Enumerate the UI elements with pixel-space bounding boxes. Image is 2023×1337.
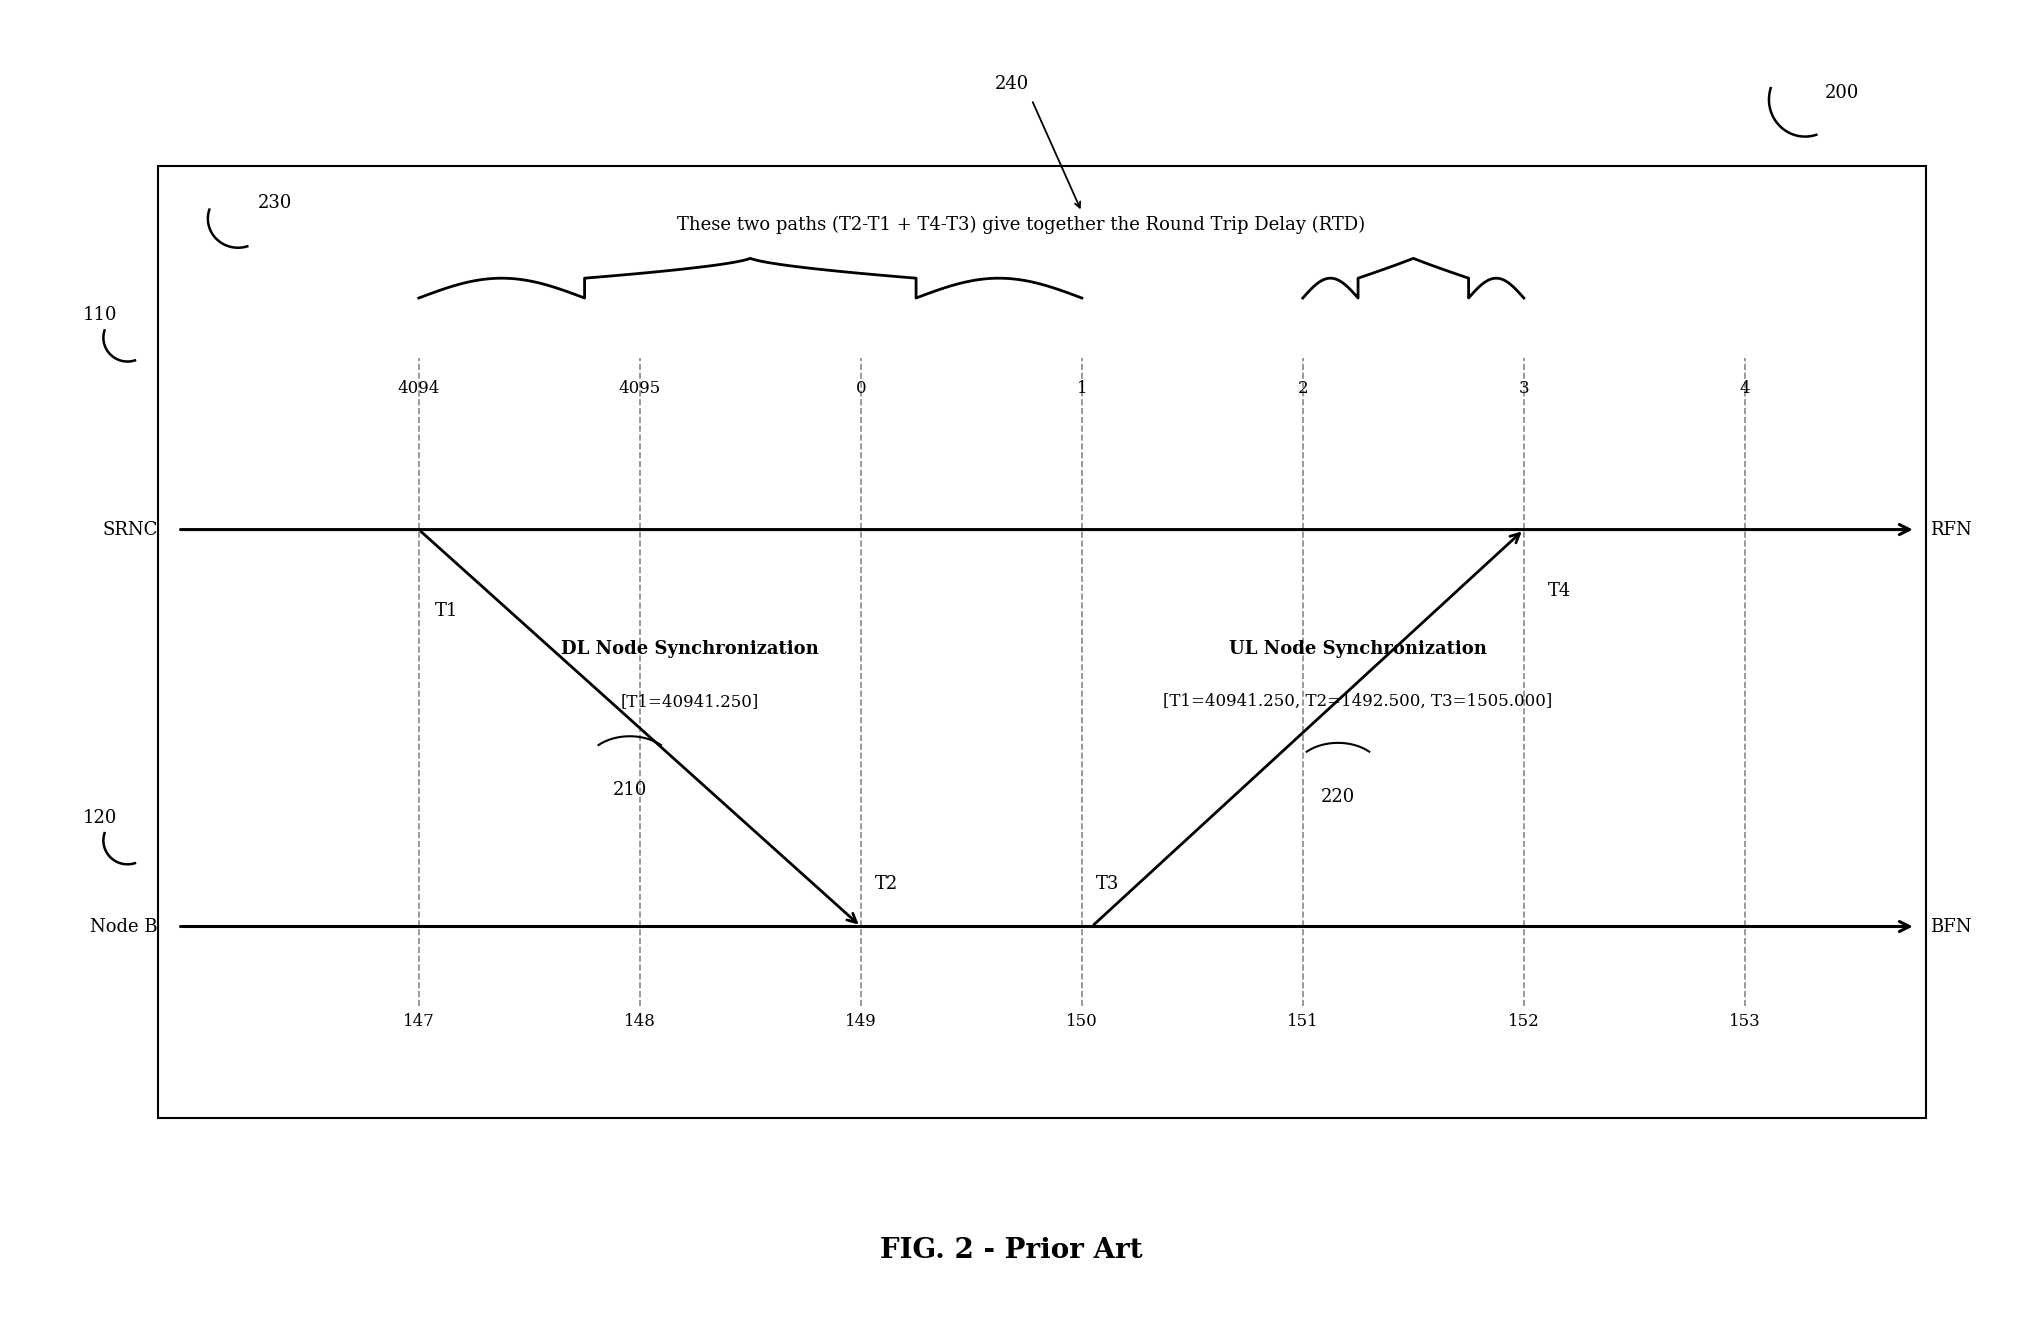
Text: RFN: RFN xyxy=(1930,520,1972,539)
Text: 147: 147 xyxy=(403,1012,435,1029)
Text: [T1=40941.250]: [T1=40941.250] xyxy=(621,693,759,710)
Text: T4: T4 xyxy=(1548,583,1572,600)
Text: 152: 152 xyxy=(1507,1012,1540,1029)
Text: 3: 3 xyxy=(1519,380,1529,397)
Text: These two paths (T2-T1 + T4-T3) give together the Round Trip Delay (RTD): These two paths (T2-T1 + T4-T3) give tog… xyxy=(678,217,1366,234)
Text: 120: 120 xyxy=(83,809,117,828)
Text: 230: 230 xyxy=(259,194,293,213)
Text: T1: T1 xyxy=(435,603,459,620)
Text: 200: 200 xyxy=(1825,84,1859,102)
Text: 110: 110 xyxy=(83,306,117,325)
Text: 150: 150 xyxy=(1066,1012,1098,1029)
Text: 148: 148 xyxy=(623,1012,655,1029)
Text: BFN: BFN xyxy=(1930,917,1970,936)
Text: T3: T3 xyxy=(1096,876,1119,893)
Text: 4095: 4095 xyxy=(619,380,662,397)
Bar xyxy=(158,166,1926,1118)
Text: [T1=40941.250, T2=1492.500, T3=1505.000]: [T1=40941.250, T2=1492.500, T3=1505.000] xyxy=(1163,693,1554,710)
Text: 220: 220 xyxy=(1321,787,1355,806)
Text: 240: 240 xyxy=(995,75,1028,94)
Text: 210: 210 xyxy=(613,781,647,800)
Text: 153: 153 xyxy=(1730,1012,1760,1029)
Text: UL Node Synchronization: UL Node Synchronization xyxy=(1230,639,1487,658)
Text: SRNC: SRNC xyxy=(103,520,158,539)
Text: FIG. 2 - Prior Art: FIG. 2 - Prior Art xyxy=(880,1237,1143,1265)
Text: 2: 2 xyxy=(1297,380,1309,397)
Text: 4094: 4094 xyxy=(399,380,439,397)
Text: 4: 4 xyxy=(1740,380,1750,397)
Text: 149: 149 xyxy=(846,1012,876,1029)
Text: T2: T2 xyxy=(874,876,898,893)
Text: 0: 0 xyxy=(856,380,866,397)
Text: 151: 151 xyxy=(1287,1012,1319,1029)
Text: 1: 1 xyxy=(1076,380,1086,397)
Text: Node B: Node B xyxy=(89,917,158,936)
Text: DL Node Synchronization: DL Node Synchronization xyxy=(560,639,819,658)
